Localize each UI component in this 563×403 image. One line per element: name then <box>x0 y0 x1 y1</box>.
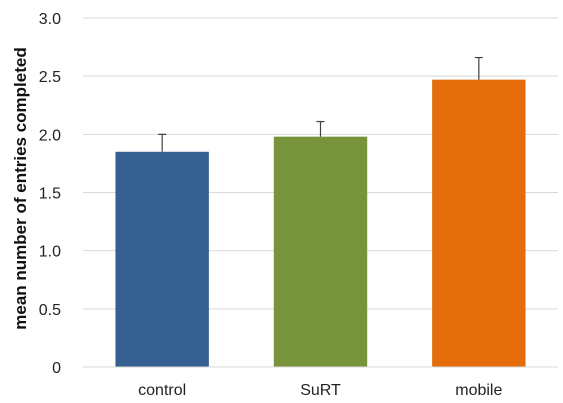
bar-mobile <box>432 79 526 367</box>
y-axis-ticks: 0 0.5 1.0 1.5 2.0 2.5 3.0 <box>39 11 61 377</box>
x-tick-label: control <box>138 382 186 399</box>
bars <box>115 79 526 367</box>
y-axis-title: mean number of entries completed <box>11 47 30 329</box>
y-tick-label: 3.0 <box>39 11 61 28</box>
y-tick-label: 0 <box>52 360 61 377</box>
bar-surt <box>273 136 368 367</box>
y-tick-label: 2.5 <box>39 69 61 86</box>
y-tick-label: 1.5 <box>39 186 61 203</box>
x-axis-labels: control SuRT mobile <box>138 382 502 399</box>
bar-control <box>115 151 209 367</box>
y-tick-label: 1.0 <box>39 244 61 261</box>
y-tick-label: 2.0 <box>39 127 61 144</box>
y-tick-label: 0.5 <box>39 302 61 319</box>
x-tick-label: SuRT <box>300 382 341 399</box>
error-bars <box>158 56 483 152</box>
x-tick-label: mobile <box>455 382 502 399</box>
